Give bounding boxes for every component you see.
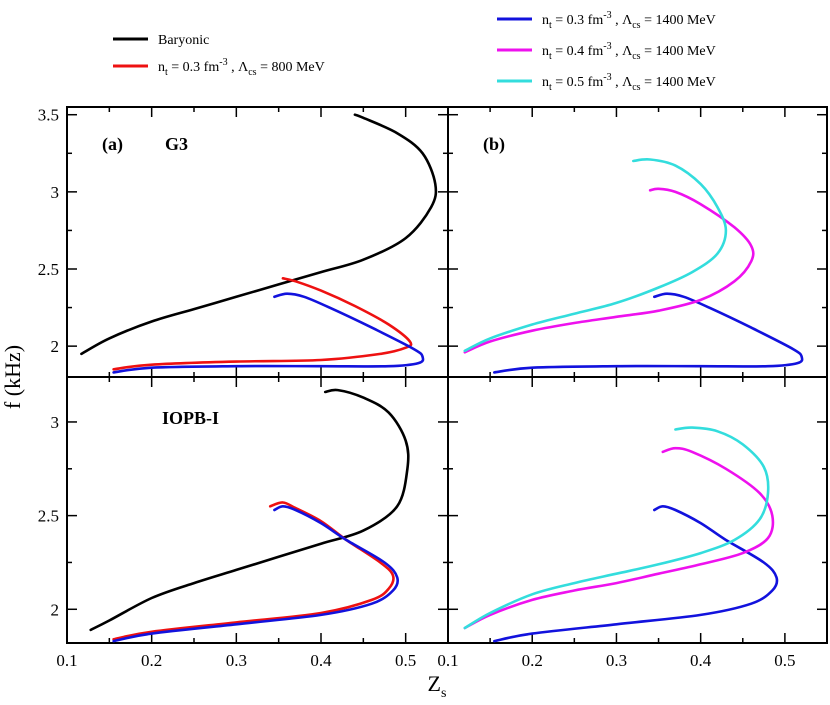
series-nt03-l1400 [112, 505, 400, 643]
legend-label-nt04-l1400: nt = 0.4 fm-3 , Λcs = 1400 MeV [542, 41, 716, 62]
x-tick-label: 0.3 [226, 651, 247, 670]
x-tick-label: 0.1 [437, 651, 458, 670]
y-axis-title: f (kHz) [0, 345, 25, 409]
legend-label-nt05-l1400: nt = 0.5 fm-3 , Λcs = 1400 MeV [542, 72, 716, 93]
y-tick-label: 3 [51, 183, 60, 202]
y-tick-label: 2 [51, 337, 60, 356]
series-baryonic [89, 388, 410, 632]
panel-label: (a) [102, 134, 123, 155]
x-tick-label: 0.2 [522, 651, 543, 670]
panel-frame [66, 376, 449, 644]
legend-label-baryonic: Baryonic [158, 33, 209, 48]
panels: 2 2.5 3 3.5 (a) G3 (b) 0.1 0.2 0.3 0.4 0.5 2 2.5 3 IOPB… [38, 106, 828, 670]
panel-2: (b) [447, 106, 828, 378]
panel-label: (b) [483, 134, 505, 155]
series-baryonic [80, 113, 438, 356]
legend-left: Baryonic nt = 0.3 fm-3 , Λcs = 800 MeV [113, 33, 325, 78]
series-nt03-l1400 [493, 292, 804, 374]
series-nt04-l1400 [463, 187, 755, 354]
series-nt04-l1400 [463, 446, 775, 630]
panel-3: 0.1 0.2 0.3 0.4 0.5 2 2.5 3 IOPB-I [38, 376, 449, 670]
x-tick-label: 0.2 [141, 651, 162, 670]
series-nt05-l1400 [463, 426, 770, 630]
y-tick-label: 3 [51, 413, 60, 432]
series-nt03-l800 [112, 501, 395, 641]
series-nt03-l1400 [112, 292, 425, 374]
legend-label-nt03-l800: nt = 0.3 fm-3 , Λcs = 800 MeV [158, 57, 325, 78]
panel-1: 2 2.5 3 3.5 (a) G3 [38, 106, 449, 378]
panel-frame [447, 376, 828, 644]
y-tick-label: 3.5 [38, 106, 59, 125]
x-axis-title: Zs [428, 671, 447, 701]
x-tick-label: 0.3 [606, 651, 627, 670]
x-tick-label: 0.4 [310, 651, 332, 670]
panel-annotation: G3 [165, 134, 188, 154]
x-tick-label: 0.5 [774, 651, 795, 670]
x-tick-label: 0.1 [56, 651, 77, 670]
series-nt03-l1400 [493, 505, 779, 643]
x-tick-label: 0.4 [690, 651, 712, 670]
x-tick-label: 0.5 [395, 651, 416, 670]
y-tick-label: 2.5 [38, 260, 59, 279]
legend-right: nt = 0.3 fm-3 , Λcs = 1400 MeV nt = 0.4 … [497, 10, 716, 93]
y-tick-label: 2.5 [38, 507, 59, 526]
panel-4: 0.1 0.2 0.3 0.4 0.5 [437, 376, 828, 670]
y-tick-label: 2 [51, 600, 60, 619]
series-nt05-l1400 [463, 158, 728, 353]
panel-annotation: IOPB-I [162, 408, 219, 428]
legend-label-nt03-l1400: nt = 0.3 fm-3 , Λcs = 1400 MeV [542, 10, 716, 31]
